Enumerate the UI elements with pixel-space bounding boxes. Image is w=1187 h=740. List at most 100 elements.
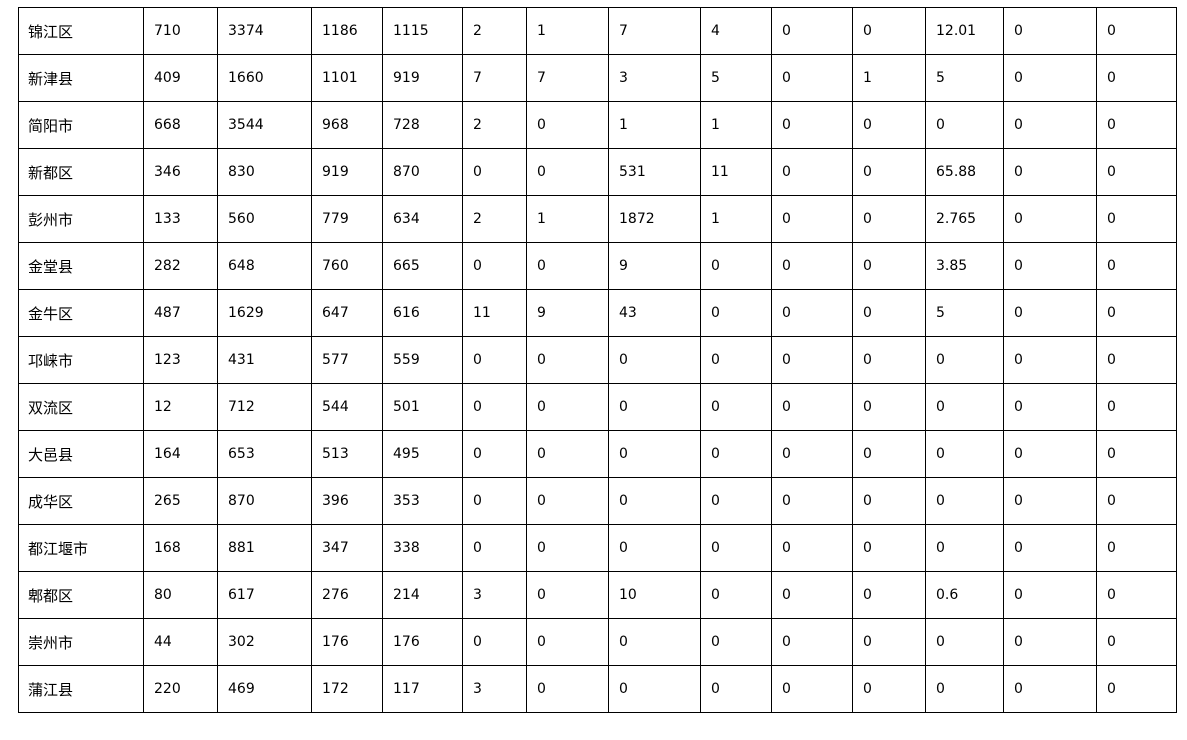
value-cell: 4 [700, 7, 772, 55]
value-cell: 1186 [311, 7, 383, 55]
value-cell: 544 [311, 383, 383, 431]
value-cell: 0 [771, 524, 853, 572]
value-cell: 3374 [217, 7, 312, 55]
value-cell: 728 [382, 101, 463, 149]
value-cell: 396 [311, 477, 383, 525]
district-name-cell: 锦江区 [18, 7, 144, 55]
value-cell: 0 [852, 7, 926, 55]
value-cell: 0 [526, 665, 609, 713]
value-cell: 0 [1003, 195, 1097, 243]
value-cell: 0 [852, 383, 926, 431]
value-cell: 0 [462, 242, 527, 290]
district-name-cell: 大邑县 [18, 430, 144, 478]
value-cell: 431 [217, 336, 312, 384]
value-cell: 0 [700, 289, 772, 337]
value-cell: 0 [771, 289, 853, 337]
value-cell: 0 [852, 430, 926, 478]
value-cell: 0 [608, 336, 701, 384]
value-cell: 0 [700, 336, 772, 384]
value-cell: 0 [1003, 477, 1097, 525]
value-cell: 1660 [217, 54, 312, 102]
value-cell: 214 [382, 571, 463, 619]
value-cell: 712 [217, 383, 312, 431]
value-cell: 0 [700, 665, 772, 713]
value-cell: 0 [1096, 7, 1177, 55]
value-cell: 347 [311, 524, 383, 572]
value-cell: 469 [217, 665, 312, 713]
value-cell: 2 [462, 195, 527, 243]
value-cell: 710 [143, 7, 218, 55]
value-cell: 0 [1003, 383, 1097, 431]
value-cell: 1629 [217, 289, 312, 337]
value-cell: 0 [608, 524, 701, 572]
value-cell: 1101 [311, 54, 383, 102]
value-cell: 0 [771, 430, 853, 478]
value-cell: 346 [143, 148, 218, 196]
value-cell: 117 [382, 665, 463, 713]
district-name-cell: 双流区 [18, 383, 144, 431]
value-cell: 0 [1003, 336, 1097, 384]
value-cell: 665 [382, 242, 463, 290]
value-cell: 0 [771, 665, 853, 713]
value-cell: 7 [462, 54, 527, 102]
value-cell: 176 [311, 618, 383, 666]
value-cell: 0 [700, 524, 772, 572]
value-cell: 0 [925, 336, 1004, 384]
value-cell: 265 [143, 477, 218, 525]
district-name-cell: 郫都区 [18, 571, 144, 619]
value-cell: 968 [311, 101, 383, 149]
value-cell: 0 [1003, 665, 1097, 713]
value-cell: 0 [1003, 7, 1097, 55]
table-row: 邛崃市 123 431 577 559 0 0 0 0 0 0 0 0 0 [18, 336, 1177, 384]
district-name-cell: 金牛区 [18, 289, 144, 337]
table-row: 锦江区 710 3374 1186 1115 2 1 7 4 0 0 12.01 0 0 [18, 7, 1177, 55]
value-cell: 0 [608, 665, 701, 713]
value-cell: 10 [608, 571, 701, 619]
district-name-cell: 崇州市 [18, 618, 144, 666]
value-cell: 12 [143, 383, 218, 431]
value-cell: 0 [526, 430, 609, 478]
value-cell: 0 [925, 618, 1004, 666]
value-cell: 0 [771, 383, 853, 431]
value-cell: 0 [1096, 618, 1177, 666]
value-cell: 0 [462, 524, 527, 572]
table-row: 新津县 409 1660 1101 919 7 7 3 5 0 1 5 0 0 [18, 54, 1177, 102]
value-cell: 80 [143, 571, 218, 619]
value-cell: 44 [143, 618, 218, 666]
value-cell: 0 [608, 430, 701, 478]
value-cell: 0 [1096, 477, 1177, 525]
value-cell: 168 [143, 524, 218, 572]
value-cell: 648 [217, 242, 312, 290]
value-cell: 0 [700, 618, 772, 666]
value-cell: 0 [700, 571, 772, 619]
table-row: 蒲江县 220 469 172 117 3 0 0 0 0 0 0 0 0 [18, 665, 1177, 713]
value-cell: 0 [852, 195, 926, 243]
value-cell: 11 [462, 289, 527, 337]
value-cell: 2.765 [925, 195, 1004, 243]
district-name-cell: 都江堰市 [18, 524, 144, 572]
value-cell: 0 [526, 571, 609, 619]
value-cell: 760 [311, 242, 383, 290]
data-table: 锦江区 710 3374 1186 1115 2 1 7 4 0 0 12.01 0 0 新津县 409 166… [18, 7, 1177, 713]
value-cell: 3 [462, 665, 527, 713]
value-cell: 0 [608, 618, 701, 666]
value-cell: 0 [925, 524, 1004, 572]
value-cell: 0 [1003, 148, 1097, 196]
value-cell: 5 [925, 54, 1004, 102]
table-row: 郫都区 80 617 276 214 3 0 10 0 0 0 0.6 0 0 [18, 571, 1177, 619]
value-cell: 881 [217, 524, 312, 572]
value-cell: 0 [771, 477, 853, 525]
value-cell: 5 [700, 54, 772, 102]
value-cell: 0 [852, 336, 926, 384]
district-name-cell: 蒲江县 [18, 665, 144, 713]
value-cell: 133 [143, 195, 218, 243]
value-cell: 2 [462, 101, 527, 149]
value-cell: 0 [852, 665, 926, 713]
table-row: 大邑县 164 653 513 495 0 0 0 0 0 0 0 0 0 [18, 430, 1177, 478]
district-name-cell: 成华区 [18, 477, 144, 525]
table-row: 双流区 12 712 544 501 0 0 0 0 0 0 0 0 0 [18, 383, 1177, 431]
value-cell: 0 [462, 336, 527, 384]
table-row: 崇州市 44 302 176 176 0 0 0 0 0 0 0 0 0 [18, 618, 1177, 666]
district-name-cell: 新津县 [18, 54, 144, 102]
value-cell: 353 [382, 477, 463, 525]
